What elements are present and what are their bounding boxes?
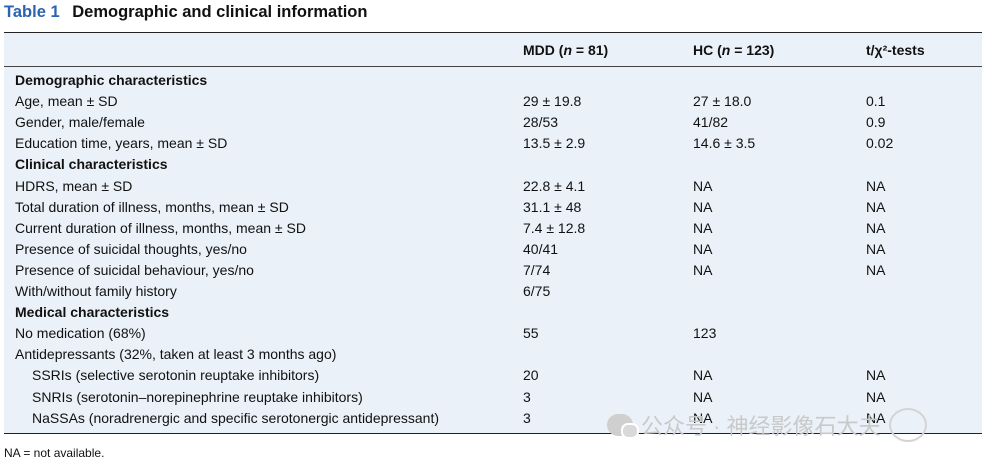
cell-hc: NA: [693, 219, 713, 236]
section-row: Demographic characteristics: [4, 70, 982, 91]
table-header: MDD (n = 81) HC (n = 123) t/χ²-tests: [4, 33, 982, 67]
cell-test: 0.02: [866, 135, 894, 152]
cell-test: NA: [866, 219, 886, 236]
section-row: Medical characteristics: [4, 302, 982, 323]
table-row: Current duration of illness, months, mea…: [4, 218, 982, 239]
table-row: With/without family history 6/75: [4, 281, 982, 302]
cell-hc: NA: [693, 177, 713, 194]
wechat-icon: [607, 414, 639, 439]
cell-label: Presence of suicidal thoughts, yes/no: [15, 240, 247, 257]
table-row: NaSSAs (noradrenergic and specific serot…: [4, 408, 982, 429]
cell-mdd: 28/53: [523, 114, 559, 131]
watermark-text: 公众号 · 神经影像石大夫: [641, 414, 881, 439]
cell-mdd: 3: [523, 388, 531, 405]
cell-hc: NA: [693, 388, 713, 405]
cell-mdd: 6/75: [523, 283, 551, 299]
cell-test: 0.9: [866, 114, 886, 131]
cell-hc: 14.6 ± 3.5: [693, 135, 756, 152]
cell-mdd: 7/74: [523, 261, 551, 278]
cell-label: Total duration of illness, months, mean …: [15, 198, 289, 215]
table-caption: Demographic and clinical information: [72, 3, 368, 21]
data-table: MDD (n = 81) HC (n = 123) t/χ²-tests Dem…: [4, 32, 982, 434]
table-row: Presence of suicidal behaviour, yes/no 7/…: [4, 260, 982, 281]
cell-mdd: 40/41: [523, 240, 559, 257]
cell-label: Antidepressants (32%, taken at least 3 m…: [15, 346, 337, 363]
cell-mdd: 22.8 ± 4.1: [523, 177, 586, 194]
cell-label: SNRIs (serotonin–norepinephrine reuptake…: [32, 388, 363, 405]
table-row: No medication (68%) 55 123: [4, 323, 982, 344]
table-row: SNRIs (serotonin–norepinephrine reuptake…: [4, 387, 982, 408]
cell-hc: NA: [693, 240, 713, 257]
watermark: 公众号 · 神经影像石大夫: [607, 408, 927, 442]
seal-icon: [888, 408, 927, 442]
cell-test: NA: [866, 388, 886, 405]
cell-label: Presence of suicidal behaviour, yes/no: [15, 261, 254, 278]
header-hc: HC (n = 123): [693, 42, 775, 58]
cell-mdd: 31.1 ± 48: [523, 198, 582, 215]
cell-hc: NA: [693, 409, 713, 426]
cell-hc: NA: [693, 367, 713, 384]
cell-label: Current duration of illness, months, mea…: [15, 219, 306, 236]
cell-mdd: 20: [523, 367, 539, 384]
cell-test: NA: [866, 240, 886, 257]
table-row: Antidepressants (32%, taken at least 3 m…: [4, 344, 982, 365]
cell-hc: 27 ± 18.0: [693, 93, 752, 110]
cell-hc: 41/82: [693, 114, 729, 131]
cell-label: Age, mean ± SD: [15, 93, 118, 110]
table-row: Total duration of illness, months, mean …: [4, 197, 982, 218]
cell-label: Demographic characteristics: [15, 72, 208, 88]
table-row: HDRS, mean ± SD 22.8 ± 4.1 NA NA: [4, 176, 982, 197]
cell-label: With/without family history: [15, 283, 177, 299]
table-row: Gender, male/female 28/53 41/82 0.9: [4, 112, 982, 133]
cell-label: Medical characteristics: [15, 304, 170, 321]
cell-label: No medication (68%): [15, 325, 146, 342]
cell-test: NA: [866, 409, 886, 426]
cell-test: NA: [866, 261, 886, 278]
table-title: Table 1 Demographic and clinical informa…: [4, 3, 367, 22]
section-row: Clinical characteristics: [4, 154, 982, 175]
cell-mdd: 55: [523, 325, 539, 342]
cell-label: Education time, years, mean ± SD: [15, 135, 228, 152]
cell-mdd: 29 ± 19.8: [523, 93, 582, 110]
cell-hc: NA: [693, 261, 713, 278]
cell-test: NA: [866, 198, 886, 215]
header-tests: t/χ²-tests: [866, 42, 925, 58]
cell-mdd: 13.5 ± 2.9: [523, 135, 586, 152]
table-row: Presence of suicidal thoughts, yes/no 40/…: [4, 239, 982, 260]
cell-test: NA: [866, 177, 886, 194]
cell-test: 0.1: [866, 93, 886, 110]
table-row: Age, mean ± SD 29 ± 19.8 27 ± 18.0 0.1: [4, 91, 982, 112]
cell-label: Gender, male/female: [15, 114, 145, 131]
cell-label: Clinical characteristics: [15, 156, 168, 173]
header-mdd: MDD (n = 81): [523, 42, 609, 58]
cell-label: SSRIs (selective serotonin reuptake inhi…: [32, 367, 320, 384]
table-number: Table 1: [4, 3, 60, 21]
cell-hc: NA: [693, 198, 713, 215]
cell-hc: 123: [693, 325, 717, 342]
cell-label: NaSSAs (noradrenergic and specific serot…: [32, 409, 439, 426]
table-row: Education time, years, mean ± SD 13.5 ± 2…: [4, 133, 982, 154]
cell-mdd: 7.4 ± 12.8: [523, 219, 586, 236]
cell-mdd: 3: [523, 409, 531, 426]
table-row: SSRIs (selective serotonin reuptake inhi…: [4, 365, 982, 386]
cell-label: HDRS, mean ± SD: [15, 177, 133, 194]
cell-test: NA: [866, 367, 886, 384]
table-footnote: NA = not available.: [4, 446, 105, 460]
